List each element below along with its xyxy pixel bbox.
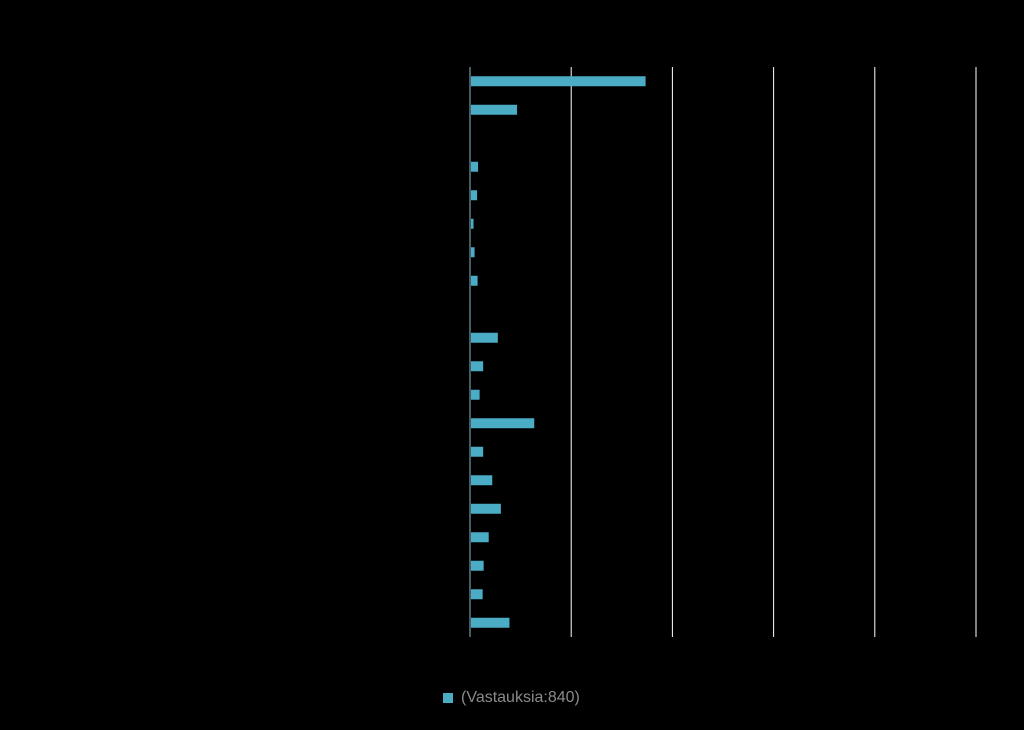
bar: [471, 247, 475, 257]
legend: (Vastauksia:840): [443, 689, 580, 707]
bar: [471, 276, 478, 286]
legend-label: (Vastauksia:840): [461, 689, 580, 707]
bar: [471, 447, 483, 457]
bar: [471, 418, 534, 428]
bar: [471, 390, 480, 400]
legend-swatch: [443, 693, 453, 703]
bar: [471, 361, 483, 371]
bar: [471, 589, 483, 599]
bar: [471, 532, 489, 542]
bar: [471, 561, 484, 571]
bar: [471, 105, 517, 115]
bar: [471, 190, 477, 200]
bar: [471, 475, 492, 485]
bar: [471, 219, 474, 229]
bar: [471, 333, 498, 343]
bar: [471, 162, 478, 172]
bar: [471, 618, 509, 628]
bar: [471, 504, 501, 514]
bar: [471, 76, 646, 86]
